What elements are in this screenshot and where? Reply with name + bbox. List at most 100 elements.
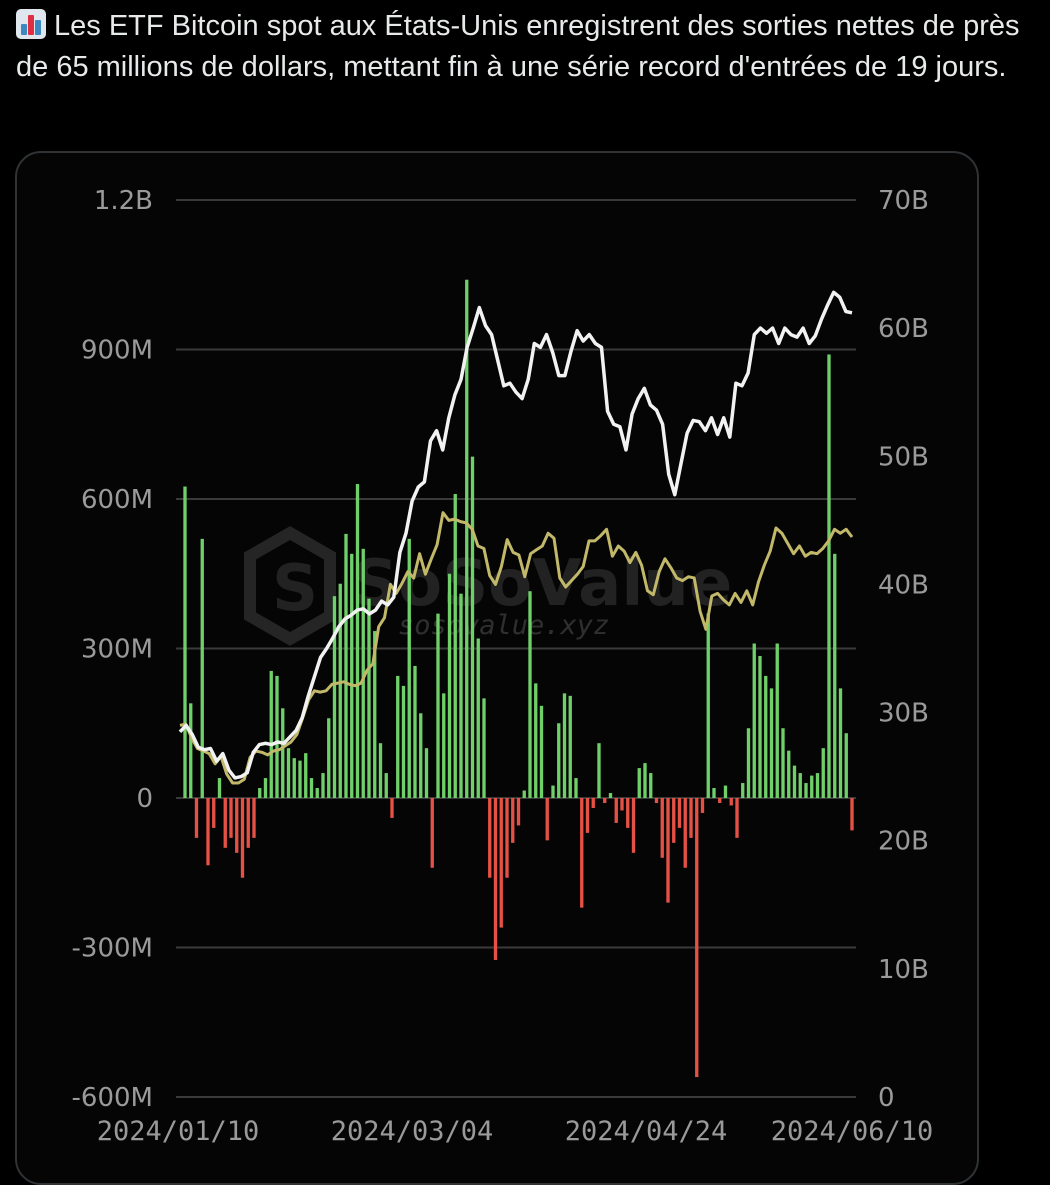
flow-bar <box>706 613 710 798</box>
right-tick-label: 10B <box>878 955 929 985</box>
flow-bar <box>620 798 624 811</box>
flow-bar <box>522 790 526 798</box>
watermark: S SoSoValue sosovalue.xyz <box>244 526 732 646</box>
flow-bar <box>436 613 440 798</box>
watermark-url: sosovalue.xyz <box>398 610 609 641</box>
flow-bar <box>695 798 699 1078</box>
flow-bar <box>200 538 204 798</box>
right-tick-label: 50B <box>878 442 929 472</box>
flow-bar <box>677 798 682 828</box>
cumulative-inflow-line <box>179 511 854 785</box>
bar-chart-icon <box>16 9 46 39</box>
flow-bar <box>424 748 429 798</box>
flow-bar <box>557 723 561 798</box>
left-tick-label: 600M <box>81 485 153 515</box>
flow-bar <box>844 733 848 798</box>
left-tick-label: 900M <box>81 336 153 366</box>
flow-bar <box>833 553 837 798</box>
flow-bar <box>252 798 256 838</box>
x-tick-label: 2024/04/24 <box>565 1116 728 1147</box>
flow-bar <box>580 798 584 908</box>
flow-bar <box>597 743 601 798</box>
flow-bar <box>545 798 549 841</box>
flow-bar <box>275 675 279 798</box>
flow-bar <box>338 583 342 798</box>
flow-bar <box>413 665 417 798</box>
flow-bar <box>235 798 239 853</box>
x-tick-label: 2024/03/04 <box>331 1116 494 1147</box>
flow-bar <box>534 683 538 798</box>
flow-bar <box>321 773 325 798</box>
flow-bar <box>263 778 268 798</box>
flow-bar <box>752 643 756 798</box>
flow-bar <box>781 728 785 798</box>
flow-bar <box>850 798 854 831</box>
flow-bar <box>453 494 457 798</box>
flow-bar <box>591 798 595 808</box>
flow-bar <box>442 693 446 798</box>
flow-bar <box>378 743 383 798</box>
flow-bar <box>292 758 296 798</box>
flow-bar <box>298 760 302 799</box>
flow-bar <box>666 798 670 903</box>
flow-bar <box>539 705 544 798</box>
flow-bar <box>286 748 291 798</box>
x-tick-label: 2024/06/10 <box>771 1116 934 1147</box>
flow-bar <box>798 773 802 798</box>
flow-bar <box>327 718 331 798</box>
flow-bar <box>810 775 814 798</box>
flow-bar <box>815 773 820 798</box>
flow-bars <box>183 279 854 1078</box>
left-tick-label: 1.2B <box>94 186 153 216</box>
flow-bar <box>304 753 308 798</box>
flow-bar <box>217 778 222 798</box>
flow-bar <box>723 785 728 798</box>
x-axis-ticks: 2024/01/10 2024/03/04 2024/04/24 2024/06/10 <box>97 1116 934 1147</box>
flow-bar <box>769 688 774 798</box>
flow-bar <box>183 486 187 798</box>
flow-bar <box>355 484 360 798</box>
total-net-assets-line <box>178 290 853 780</box>
flow-bar <box>447 573 452 798</box>
flow-bar <box>614 798 618 823</box>
flow-bar <box>827 354 831 798</box>
flow-bar <box>488 798 492 878</box>
flow-bar <box>390 798 394 818</box>
svg-text:S: S <box>272 552 318 626</box>
right-tick-label: 60B <box>878 314 929 344</box>
flow-bar <box>516 798 521 826</box>
flow-bar <box>787 750 791 798</box>
flow-bar <box>396 675 400 798</box>
left-tick-label: 0 <box>136 784 153 814</box>
flow-bar <box>350 553 354 798</box>
flow-bar <box>407 538 411 798</box>
flow-bar <box>511 798 515 843</box>
flow-bar <box>470 456 475 798</box>
etf-flow-chart: S SoSoValue sosovalue.xyz -600M -300M 0 300… <box>72 186 934 1147</box>
flow-bar <box>551 785 555 798</box>
flow-bar <box>608 793 613 798</box>
flow-bar <box>465 279 469 799</box>
flow-bar <box>361 548 365 798</box>
sosovalue-logo-icon: S <box>244 526 336 646</box>
flow-bar <box>672 798 676 843</box>
flow-bar <box>344 533 348 798</box>
flow-bar <box>649 773 653 798</box>
chart-card[interactable]: S SoSoValue sosovalue.xyz -600M -300M 0 300… <box>15 151 979 1185</box>
flow-bar <box>189 703 193 798</box>
flow-bar <box>689 798 693 838</box>
flow-bar <box>758 655 762 798</box>
flow-bar <box>568 695 572 798</box>
flow-bar <box>654 798 659 803</box>
flow-bar <box>729 798 733 806</box>
flow-bar <box>430 798 434 868</box>
right-tick-label: 40B <box>878 570 929 600</box>
flow-bar <box>735 798 739 838</box>
flow-bar <box>309 778 314 798</box>
flow-bar <box>804 783 808 798</box>
left-tick-label: -300M <box>72 934 153 964</box>
flow-bar <box>493 798 498 960</box>
flow-bar <box>792 765 797 798</box>
flow-bar <box>246 798 250 848</box>
left-axis-ticks: -600M -300M 0 300M 600M 900M 1.2B <box>72 186 153 1113</box>
